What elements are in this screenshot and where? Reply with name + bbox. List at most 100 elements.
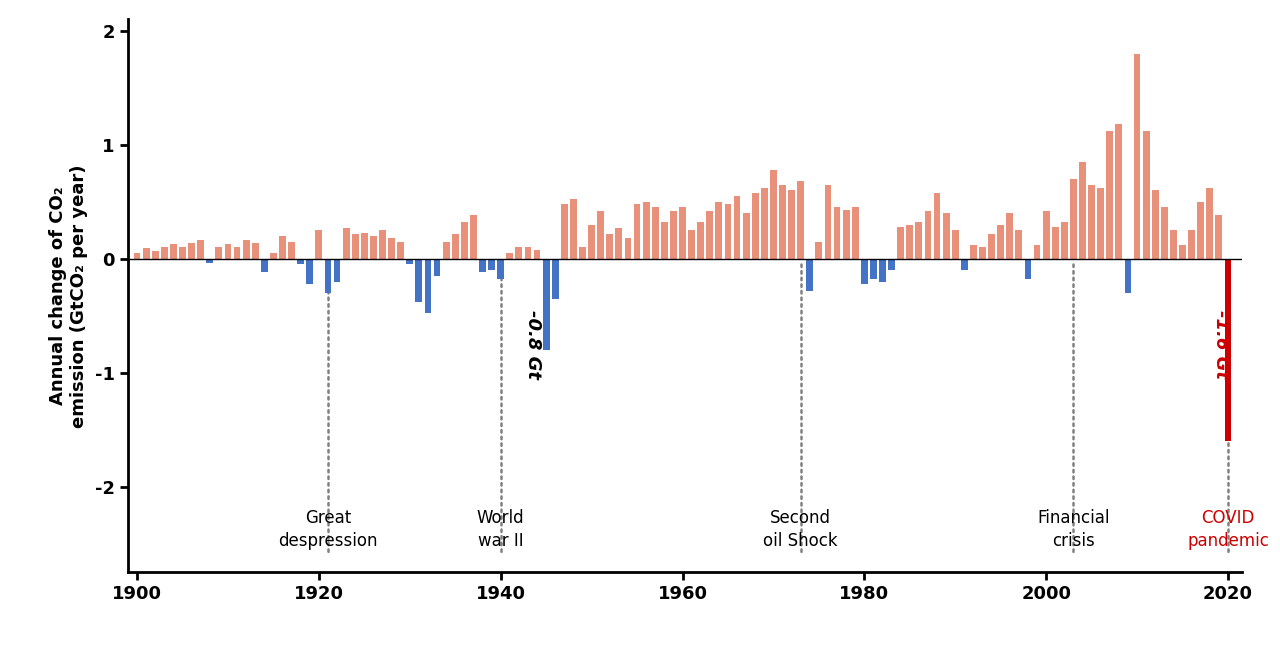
- Bar: [416, 259, 422, 302]
- Bar: [1134, 54, 1140, 259]
- Bar: [1088, 185, 1094, 259]
- Bar: [652, 207, 659, 259]
- Text: -0.8 Gt: -0.8 Gt: [524, 310, 541, 379]
- Bar: [625, 238, 631, 259]
- Bar: [806, 259, 813, 291]
- Bar: [561, 204, 568, 259]
- Bar: [724, 204, 731, 259]
- Bar: [1161, 207, 1167, 259]
- Text: Great
despression: Great despression: [278, 510, 378, 549]
- Bar: [379, 230, 387, 259]
- Bar: [760, 188, 768, 259]
- Bar: [852, 207, 859, 259]
- Bar: [780, 185, 786, 259]
- Bar: [161, 248, 168, 259]
- Bar: [1188, 230, 1196, 259]
- Bar: [361, 233, 367, 259]
- Bar: [1106, 131, 1114, 259]
- Bar: [970, 245, 977, 259]
- Bar: [434, 259, 440, 276]
- Bar: [607, 233, 613, 259]
- Bar: [598, 211, 604, 259]
- Bar: [325, 259, 332, 293]
- Bar: [252, 243, 259, 259]
- Bar: [224, 244, 232, 259]
- Bar: [1043, 211, 1050, 259]
- Bar: [1070, 179, 1076, 259]
- Bar: [243, 240, 250, 259]
- Bar: [552, 259, 558, 298]
- Text: Financial
crisis: Financial crisis: [1037, 510, 1110, 549]
- Bar: [498, 259, 504, 280]
- Bar: [1152, 190, 1158, 259]
- Bar: [979, 248, 986, 259]
- Bar: [788, 190, 795, 259]
- Bar: [288, 242, 296, 259]
- Bar: [906, 224, 913, 259]
- Bar: [452, 233, 458, 259]
- Bar: [279, 236, 285, 259]
- Bar: [397, 242, 404, 259]
- Bar: [315, 230, 323, 259]
- Bar: [206, 259, 214, 263]
- Bar: [1061, 222, 1068, 259]
- Bar: [1097, 188, 1105, 259]
- Bar: [698, 222, 704, 259]
- Bar: [643, 202, 649, 259]
- Bar: [1079, 162, 1085, 259]
- Bar: [1170, 230, 1176, 259]
- Bar: [1034, 245, 1041, 259]
- Bar: [988, 233, 995, 259]
- Bar: [824, 185, 832, 259]
- Bar: [997, 224, 1004, 259]
- Bar: [797, 181, 804, 259]
- Text: Second
oil Shock: Second oil Shock: [763, 510, 838, 549]
- Bar: [669, 211, 677, 259]
- Bar: [716, 202, 722, 259]
- Bar: [861, 259, 868, 284]
- Bar: [1197, 202, 1204, 259]
- Bar: [707, 211, 713, 259]
- Bar: [352, 233, 358, 259]
- Text: COVID
pandemic: COVID pandemic: [1187, 510, 1268, 549]
- Bar: [261, 259, 268, 272]
- Bar: [343, 228, 349, 259]
- Bar: [334, 259, 340, 281]
- Bar: [742, 213, 750, 259]
- Bar: [525, 248, 531, 259]
- Bar: [634, 204, 640, 259]
- Bar: [152, 251, 159, 259]
- Bar: [1206, 188, 1213, 259]
- Bar: [952, 230, 959, 259]
- Bar: [915, 222, 923, 259]
- Bar: [388, 238, 396, 259]
- Bar: [933, 192, 941, 259]
- Bar: [888, 259, 895, 270]
- Bar: [1143, 131, 1149, 259]
- Bar: [589, 224, 595, 259]
- Bar: [133, 253, 141, 259]
- Bar: [543, 259, 549, 350]
- Bar: [516, 248, 522, 259]
- Bar: [1006, 213, 1014, 259]
- Bar: [1115, 124, 1123, 259]
- Bar: [1024, 259, 1032, 280]
- Bar: [1225, 259, 1231, 441]
- Bar: [197, 240, 204, 259]
- Bar: [443, 242, 449, 259]
- Bar: [470, 215, 477, 259]
- Bar: [179, 248, 186, 259]
- Bar: [771, 170, 777, 259]
- Bar: [1179, 245, 1187, 259]
- Bar: [370, 236, 376, 259]
- Bar: [170, 244, 177, 259]
- Bar: [297, 259, 305, 265]
- Bar: [507, 253, 513, 259]
- Bar: [879, 259, 886, 281]
- Bar: [406, 259, 413, 265]
- Bar: [306, 259, 314, 284]
- Bar: [1015, 230, 1023, 259]
- Bar: [616, 228, 622, 259]
- Bar: [143, 248, 150, 259]
- Bar: [488, 259, 495, 270]
